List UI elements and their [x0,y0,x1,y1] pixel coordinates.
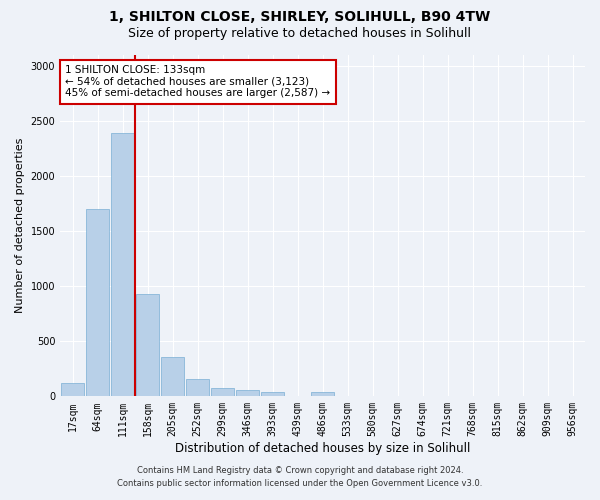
Text: Size of property relative to detached houses in Solihull: Size of property relative to detached ho… [128,28,472,40]
Bar [112,133,134,396]
Text: Contains HM Land Registry data © Crown copyright and database right 2024.
Contai: Contains HM Land Registry data © Crown c… [118,466,482,487]
Bar [187,380,209,396]
Y-axis label: Number of detached properties: Number of detached properties [15,138,25,314]
Bar [311,392,334,396]
Bar [161,356,184,397]
Bar [211,388,234,396]
Text: 1 SHILTON CLOSE: 133sqm
← 54% of detached houses are smaller (3,123)
45% of semi: 1 SHILTON CLOSE: 133sqm ← 54% of detache… [65,65,331,98]
Bar [61,383,84,396]
Bar [236,390,259,396]
Bar [262,392,284,396]
Bar [136,294,159,396]
X-axis label: Distribution of detached houses by size in Solihull: Distribution of detached houses by size … [175,442,470,455]
Bar [86,209,109,396]
Text: 1, SHILTON CLOSE, SHIRLEY, SOLIHULL, B90 4TW: 1, SHILTON CLOSE, SHIRLEY, SOLIHULL, B90… [109,10,491,24]
